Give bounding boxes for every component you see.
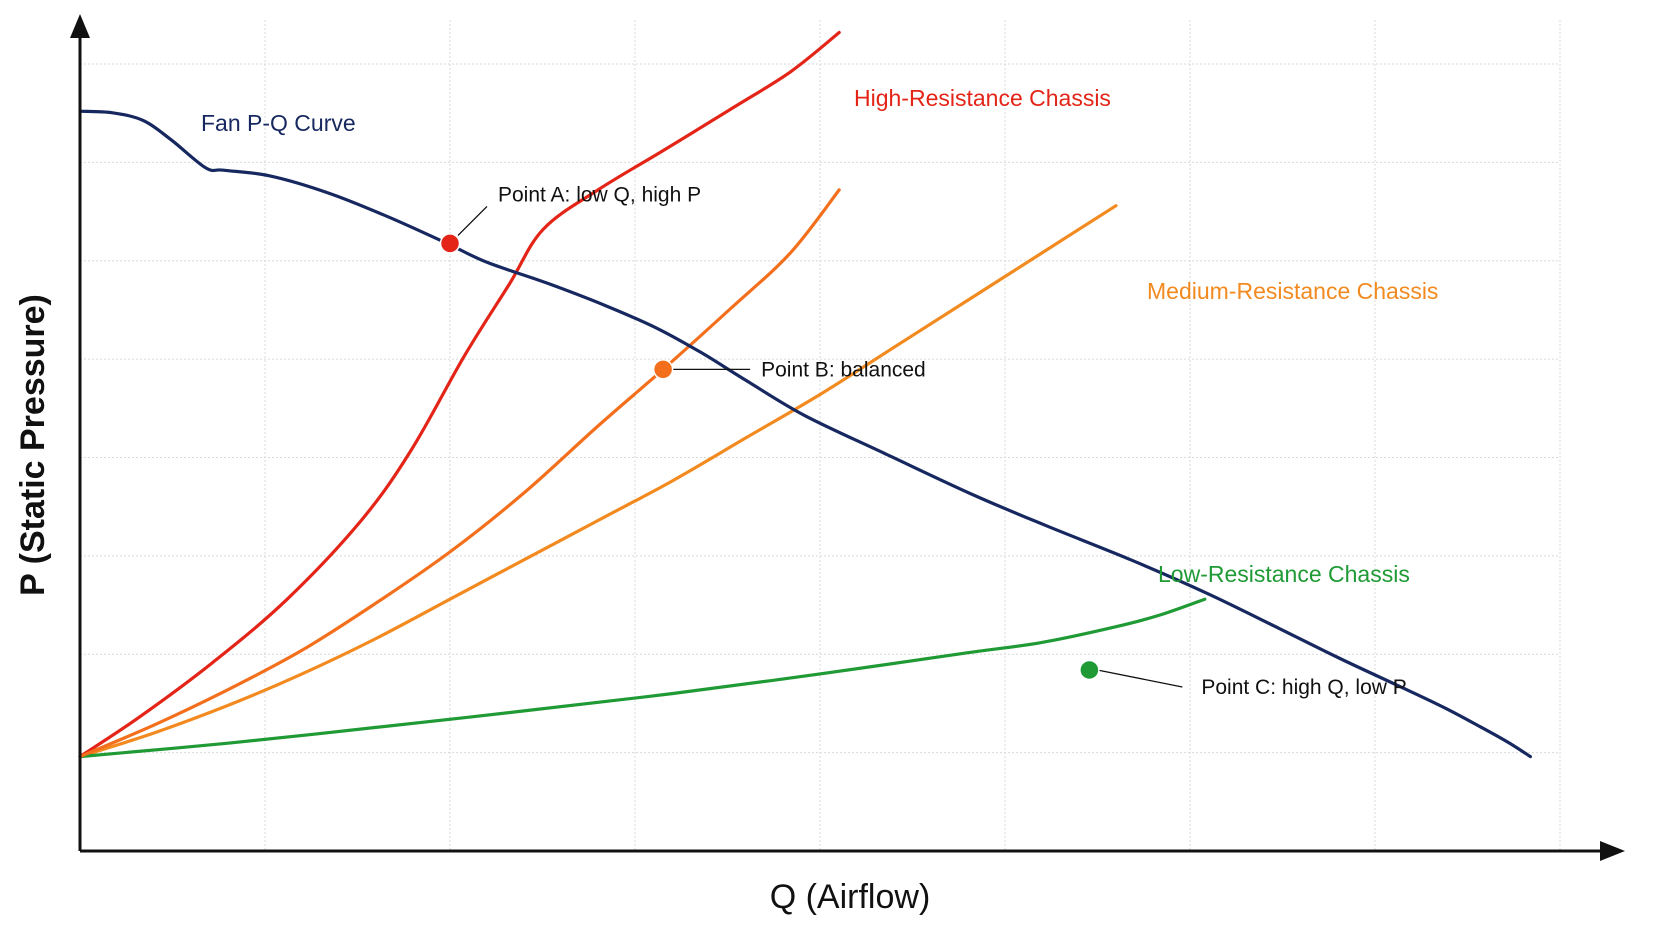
- high-resistance-line: [78, 30, 841, 759]
- series-labels: Fan P-Q Curve High-Resistance Chassis Medi…: [201, 85, 1438, 587]
- low-resistance-line: [78, 597, 1207, 759]
- y-axis-arrow: [70, 14, 90, 38]
- medium-resistance-line: [78, 204, 1118, 759]
- x-axis-title: Q (Airflow): [770, 878, 931, 916]
- point-b-marker: [652, 359, 674, 380]
- fan-curve-label: Fan P-Q Curve: [201, 110, 356, 136]
- fan-curve-line: [78, 109, 1532, 759]
- point-c-marker: [1079, 659, 1100, 681]
- point-a-marker: [439, 233, 461, 254]
- point-a-label: Point A: low Q, high P: [498, 183, 701, 206]
- grid: [80, 20, 1561, 851]
- point-c-leader: [1097, 669, 1183, 688]
- point-a-leader: [457, 205, 488, 236]
- medium-high-resistance-line: [78, 188, 841, 759]
- point-c-label: Point C: high Q, low P: [1201, 676, 1406, 699]
- series-curves: [78, 30, 1532, 759]
- y-axis-title: P (Static Pressure): [14, 294, 52, 596]
- axes: [70, 14, 1625, 861]
- low-resistance-label: Low-Resistance Chassis: [1158, 561, 1410, 587]
- high-resistance-label: High-Resistance Chassis: [854, 85, 1111, 111]
- medium-resistance-label: Medium-Resistance Chassis: [1147, 278, 1438, 304]
- point-b-label: Point B: balanced: [761, 358, 926, 381]
- x-axis-arrow: [1600, 841, 1625, 861]
- operating-points: Point A: low Q, high P Point B: balanced P…: [439, 183, 1407, 699]
